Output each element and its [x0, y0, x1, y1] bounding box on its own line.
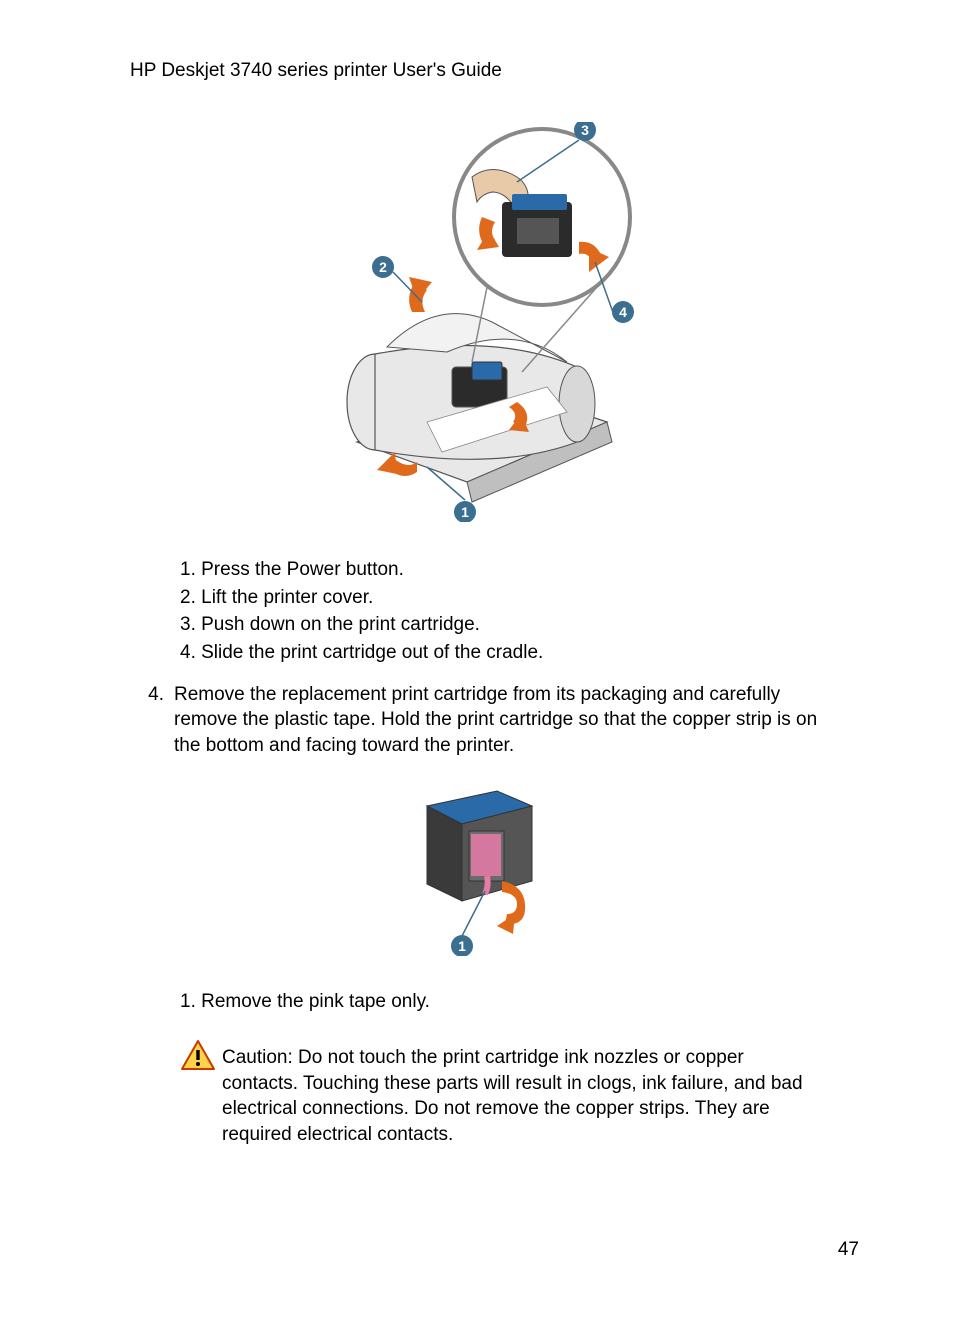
cartridge-body — [427, 791, 532, 901]
figure-2-container: 1 — [130, 786, 824, 961]
printer-body — [347, 314, 612, 502]
sub-step-1: 1. Press the Power button. — [180, 557, 824, 583]
callout-1: 1 — [451, 935, 473, 956]
manual-page: HP Deskjet 3740 series printer User's Gu… — [0, 0, 954, 1321]
main-step-4: 4. Remove the replacement print cartridg… — [130, 682, 824, 759]
cartridge-illustration: 1 — [407, 786, 547, 956]
page-header-title: HP Deskjet 3740 series printer User's Gu… — [130, 60, 824, 82]
printer-illustration: 1 2 3 4 — [317, 122, 637, 522]
svg-text:1: 1 — [461, 504, 469, 520]
caution-label: Caution: — [222, 1047, 293, 1068]
arrow-lid — [409, 277, 432, 312]
sub-step-3-text: Push down on the print cartridge. — [201, 614, 480, 635]
sub-step-tape: 1. Remove the pink tape only. — [180, 989, 824, 1015]
sub-step-2-text: Lift the printer cover. — [201, 587, 373, 608]
sub-step-4: 4. Slide the print cartridge out of the … — [180, 640, 824, 666]
sub-step-3: 3. Push down on the print cartridge. — [180, 612, 824, 638]
sub-step-tape-text: Remove the pink tape only. — [201, 991, 430, 1012]
sub-step-4-text: Slide the print cartridge out of the cra… — [201, 642, 543, 663]
callout-4: 4 — [612, 301, 634, 323]
callout-1: 1 — [454, 501, 476, 522]
main-step-text: Remove the replacement print cartridge f… — [174, 682, 824, 759]
caution-block: Caution: Do not touch the print cartridg… — [180, 1045, 824, 1148]
figure2-sub-steps: 1. Remove the pink tape only. — [180, 989, 824, 1015]
svg-text:1: 1 — [458, 938, 466, 954]
caution-body: Do not touch the print cartridge ink noz… — [222, 1047, 803, 1145]
sub-step-1-text: Press the Power button. — [201, 559, 404, 580]
figure1-sub-steps: 1. Press the Power button. 2. Lift the p… — [180, 557, 824, 666]
sub-step-2: 2. Lift the printer cover. — [180, 585, 824, 611]
caution-icon — [180, 1039, 216, 1079]
figure-1-container: 1 2 3 4 — [130, 122, 824, 527]
svg-text:2: 2 — [379, 259, 387, 275]
svg-text:3: 3 — [581, 122, 589, 138]
caution-text: Caution: Do not touch the print cartridg… — [222, 1045, 824, 1148]
svg-text:4: 4 — [619, 304, 627, 320]
callout-2: 2 — [372, 256, 394, 278]
main-step-number: 4. — [130, 682, 174, 759]
page-number: 47 — [838, 1239, 859, 1261]
